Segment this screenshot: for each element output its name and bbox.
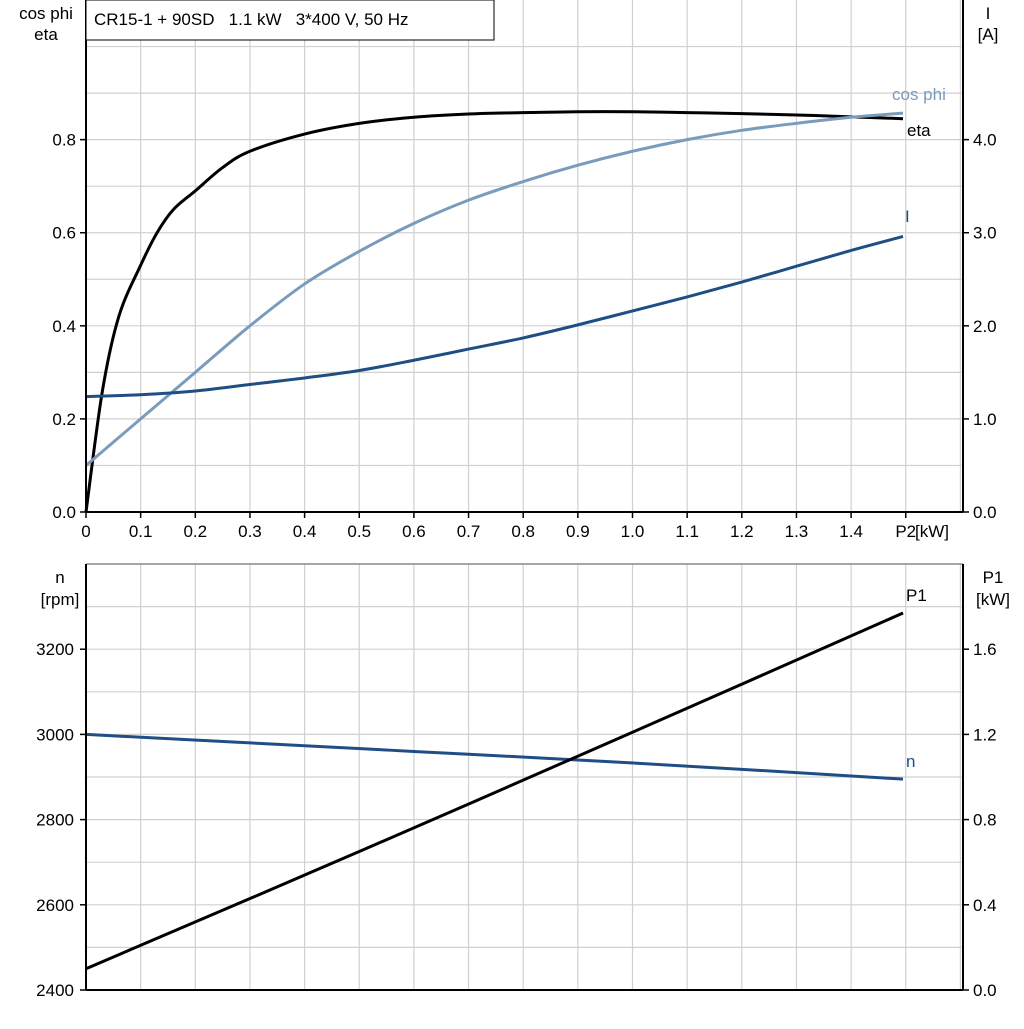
y-left-tick-label: 0.4: [52, 317, 76, 336]
y-right-tick-label: 0.8: [973, 811, 997, 830]
series-label-eta: eta: [907, 121, 931, 140]
bottom-right-axis-label-2: [kW]: [976, 590, 1010, 609]
x-tick-label: P2: [895, 522, 916, 541]
y-right-tick-label: 0.0: [973, 503, 997, 522]
x-tick-label: 0.5: [347, 522, 371, 541]
x-tick-label: 1.2: [730, 522, 754, 541]
y-left-tick-label: 2600: [36, 896, 74, 915]
y-right-tick-label: 2.0: [973, 317, 997, 336]
x-tick-label: 0.8: [511, 522, 535, 541]
x-tick-label: 0.9: [566, 522, 590, 541]
top-left-axis-label-2: eta: [34, 25, 58, 44]
y-right-tick-label: 3.0: [973, 224, 997, 243]
y-right-tick-label: 0.0: [973, 981, 997, 1000]
y-left-tick-label: 3000: [36, 725, 74, 744]
series-label-cos-phi: cos phi: [892, 85, 946, 104]
series-label-I: I: [905, 207, 910, 226]
y-right-tick-label: 1.6: [973, 640, 997, 659]
x-tick-label: 0.3: [238, 522, 262, 541]
bottom-left-axis-label-2: [rpm]: [41, 590, 80, 609]
y-left-tick-label: 2800: [36, 811, 74, 830]
x-tick-label: 0.2: [183, 522, 207, 541]
series-label-n: n: [906, 752, 915, 771]
top-right-axis-label-1: I: [986, 4, 991, 23]
series-line-eta: [84, 110, 904, 513]
y-right-tick-label: 4.0: [973, 131, 997, 150]
bottom-chart-grid: [86, 563, 963, 990]
tick-labels: 0 0.1 0.2 0.3 0.4 0.5 0.6 0.7 0.8 0.9 1.0 1.1 1.2 1.3…: [36, 131, 996, 1000]
series-label-P1: P1: [906, 586, 927, 605]
y-right-tick-label: 0.4: [973, 896, 997, 915]
x-tick-label: 0.6: [402, 522, 426, 541]
bottom-left-axis-label-1: n: [55, 568, 64, 587]
top-right-axis-label-2: [A]: [978, 25, 999, 44]
y-left-tick-label: 2400: [36, 981, 74, 1000]
series-line-P1: [85, 611, 904, 971]
y-left-tick-label: 0.8: [52, 131, 76, 150]
x-tick-label: 1.0: [621, 522, 645, 541]
title-box: [85, 0, 495, 41]
y-left-tick-label: 3200: [36, 640, 74, 659]
y-right-tick-label: 1.2: [973, 725, 997, 744]
x-tick-label: 1.3: [785, 522, 809, 541]
top-left-axis-label-1: cos phi: [19, 4, 73, 23]
series-line-cos-phi: [85, 111, 904, 467]
x-tick-label: 0.4: [293, 522, 317, 541]
x-tick-label: 1.4: [839, 522, 863, 541]
axes: [80, 0, 969, 991]
y-left-tick-label: 0.2: [52, 410, 76, 429]
x-unit-label: [kW]: [915, 522, 949, 541]
x-tick-label: 1.1: [675, 522, 699, 541]
bottom-right-axis-label-1: P1: [983, 568, 1004, 587]
curves: [84, 110, 904, 971]
x-tick-label: 0: [81, 522, 90, 541]
chart-title: CR15-1 + 90SD 1.1 kW 3*400 V, 50 Hz: [94, 10, 409, 29]
y-right-tick-label: 1.0: [973, 410, 997, 429]
x-tick-label: 0.1: [129, 522, 153, 541]
top-chart-grid: [86, 0, 963, 512]
series-line-I: [85, 235, 904, 399]
x-tick-label: 0.7: [457, 522, 481, 541]
y-left-tick-label: 0.6: [52, 224, 76, 243]
series-line-n: [85, 732, 904, 781]
y-left-tick-label: 0.0: [52, 503, 76, 522]
